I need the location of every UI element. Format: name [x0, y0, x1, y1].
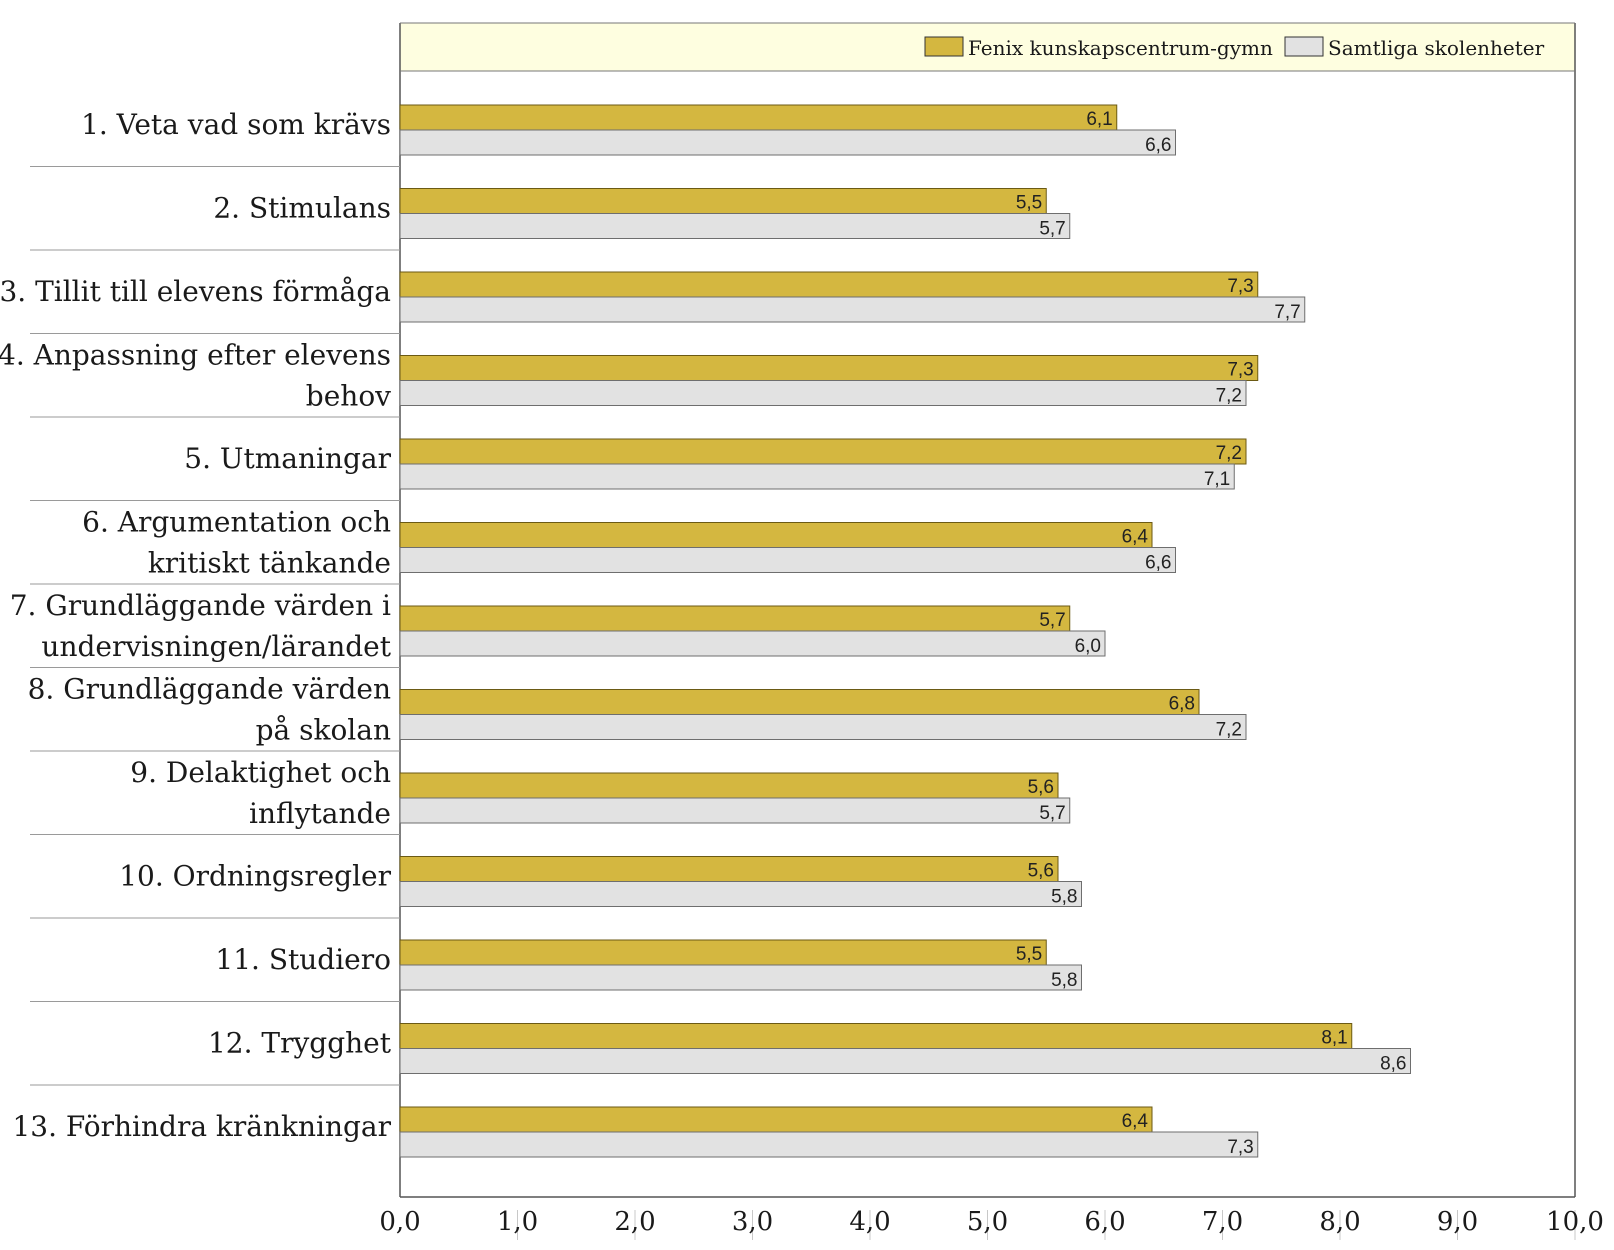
category-label: 12. Trygghet [208, 1026, 392, 1059]
bar-samtliga [399, 129, 1176, 156]
x-tick-label: 2,0 [614, 1207, 655, 1237]
value-label-fenix: 5,6 [1028, 861, 1054, 882]
value-label-fenix: 5,5 [1016, 944, 1042, 965]
bar-fenix [399, 689, 1200, 715]
bar-fenix [399, 438, 1247, 465]
bar-fenix [399, 1106, 1153, 1133]
value-label-fenix: 7,3 [1227, 276, 1253, 297]
x-tick-label: 1,0 [497, 1207, 538, 1237]
value-label-fenix: 6,4 [1122, 527, 1149, 548]
category-label: 2. Stimulans [213, 191, 391, 224]
bar-samtliga [399, 1048, 1411, 1074]
value-label-samtliga: 7,7 [1274, 302, 1300, 323]
value-label-fenix: 5,5 [1016, 193, 1042, 214]
category-label: 3. Tillit till elevens förmåga [0, 275, 391, 308]
value-label-samtliga: 5,8 [1051, 970, 1077, 991]
bar-fenix [399, 271, 1259, 298]
value-label-samtliga: 7,3 [1227, 1137, 1253, 1158]
bar-fenix [399, 856, 1059, 882]
bar-fenix [399, 605, 1071, 632]
legend-label-samtliga: Samtliga skolenheter [1328, 36, 1545, 60]
category-label: behov [306, 379, 391, 412]
bar-fenix [399, 522, 1153, 548]
bar-samtliga [399, 714, 1247, 740]
bar-samtliga [399, 380, 1247, 406]
value-label-samtliga: 5,8 [1051, 887, 1077, 908]
value-label-samtliga: 8,6 [1380, 1054, 1406, 1075]
bar-samtliga [399, 630, 1106, 657]
bar-samtliga [399, 964, 1082, 991]
value-label-samtliga: 6,0 [1075, 636, 1101, 657]
legend-label-fenix: Fenix kunskapscentrum-gymn [968, 36, 1273, 60]
value-label-fenix: 6,1 [1086, 109, 1112, 130]
category-label: 7. Grundläggande värden i [10, 589, 391, 622]
category-label: 9. Delaktighet och [130, 756, 391, 789]
value-label-fenix: 6,4 [1122, 1111, 1149, 1132]
x-tick-label: 9,0 [1437, 1207, 1478, 1237]
category-label: på skolan [256, 713, 391, 746]
x-tick-label: 6,0 [1084, 1207, 1125, 1237]
bar-fenix [399, 188, 1047, 214]
category-label: 4. Anpassning efter elevens [0, 338, 391, 371]
x-tick-label: 10,0 [1546, 1207, 1604, 1237]
category-label: 6. Argumentation och [82, 505, 391, 538]
x-tick-label: 5,0 [967, 1207, 1008, 1237]
value-label-fenix: 5,6 [1028, 777, 1054, 798]
value-label-fenix: 7,3 [1227, 360, 1253, 381]
bar-samtliga [399, 1131, 1259, 1158]
bar-fenix [399, 939, 1047, 966]
category-label: 11. Studiero [215, 943, 391, 976]
value-label-samtliga: 6,6 [1145, 553, 1171, 574]
category-label: undervisningen/lärandet [41, 630, 391, 663]
category-label: kritiskt tänkande [148, 546, 391, 579]
value-label-fenix: 8,1 [1321, 1028, 1347, 1049]
bar-samtliga [399, 547, 1176, 573]
category-label: 10. Ordningsregler [119, 859, 391, 892]
bar-samtliga [399, 213, 1071, 239]
bar-samtliga [399, 797, 1071, 824]
legend-swatch-fenix [924, 36, 964, 57]
bar-fenix [399, 355, 1259, 381]
value-label-samtliga: 7,2 [1216, 720, 1242, 741]
category-label: 8. Grundläggande värden [28, 672, 391, 705]
category-label: 1. Veta vad som krävs [81, 108, 391, 141]
bar-fenix [399, 104, 1118, 131]
bar-samtliga [399, 463, 1235, 490]
x-tick-label: 7,0 [1202, 1207, 1243, 1237]
category-label: inflytande [249, 797, 391, 830]
bar-samtliga [399, 881, 1082, 907]
value-label-samtliga: 6,6 [1145, 135, 1171, 156]
category-label: 5. Utmaningar [184, 442, 391, 475]
value-label-fenix: 7,2 [1216, 443, 1242, 464]
bar-fenix [399, 1023, 1353, 1049]
legend-band [400, 23, 1575, 71]
value-label-fenix: 5,7 [1039, 610, 1065, 631]
value-label-samtliga: 5,7 [1039, 803, 1065, 824]
x-tick-label: 8,0 [1319, 1207, 1360, 1237]
value-label-samtliga: 5,7 [1039, 219, 1065, 240]
value-label-samtliga: 7,1 [1204, 469, 1230, 490]
x-tick-label: 4,0 [849, 1207, 890, 1237]
value-label-samtliga: 7,2 [1216, 386, 1242, 407]
bar-fenix [399, 772, 1059, 799]
category-label: 13. Förhindra kränkningar [12, 1110, 391, 1143]
legend-swatch-samtliga [1284, 36, 1324, 57]
bar-samtliga [399, 296, 1306, 323]
x-tick-label: 3,0 [732, 1207, 773, 1237]
value-label-fenix: 6,8 [1169, 694, 1195, 715]
x-tick-label: 0,0 [379, 1207, 420, 1237]
